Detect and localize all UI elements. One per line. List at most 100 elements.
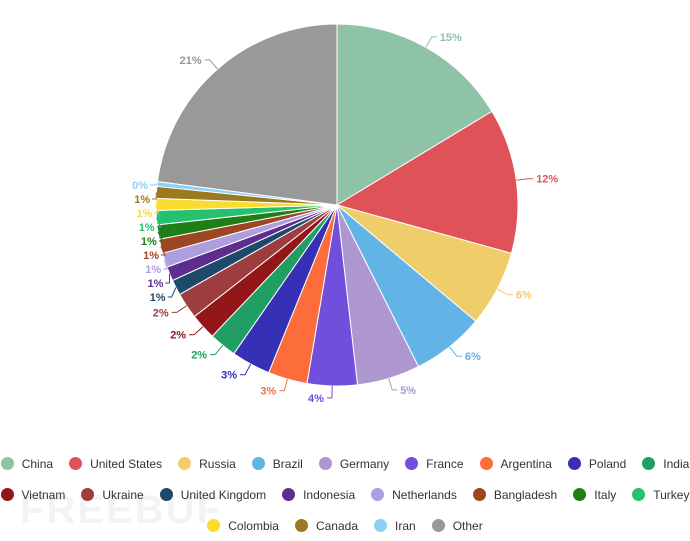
legend-swatch [573, 488, 587, 501]
slice-label-canada: 1% [134, 194, 150, 206]
leader-line-united-states [516, 178, 534, 181]
leader-line-other [204, 59, 218, 70]
legend-item-russia[interactable]: Russia [178, 457, 236, 471]
legend-swatch [294, 519, 308, 532]
legend-item-netherlands[interactable]: Netherlands [371, 488, 457, 502]
legend-label: Argentina [500, 456, 552, 471]
legend-swatch [431, 519, 445, 532]
legend-item-brazil[interactable]: Brazil [251, 457, 303, 471]
slice-label-bangladesh: 1% [143, 250, 159, 262]
legend-swatch [318, 457, 332, 470]
legend-item-united-states[interactable]: United States [69, 457, 162, 471]
leader-line-canada [152, 192, 157, 200]
legend-swatch [178, 457, 192, 470]
leader-line-poland [240, 363, 252, 376]
slice-label-argentina: 3% [260, 386, 276, 398]
legend-swatch [472, 488, 486, 501]
legend-label: China [21, 456, 54, 471]
leader-line-italy [157, 231, 164, 242]
leader-line-indonesia [165, 273, 171, 284]
legend-label: Iran [395, 518, 416, 533]
legend-item-indonesia[interactable]: Indonesia [282, 488, 355, 502]
leader-line-france [326, 385, 333, 399]
slice-labels: 15%12%6%6%5%4%3%3%2%2%2%1%1%1%1%1%1%1%1%… [132, 32, 558, 405]
legend-item-argentina[interactable]: Argentina [479, 456, 552, 471]
legend-swatch [207, 519, 221, 532]
leader-line-india [210, 344, 224, 356]
slice-label-brazil: 6% [465, 351, 481, 363]
legend-label: Colombia [228, 518, 279, 533]
slice-label-vietnam: 2% [170, 330, 186, 342]
leader-line-russia [496, 288, 513, 296]
legend-item-india[interactable]: India [642, 457, 689, 471]
legend-swatch [642, 457, 656, 470]
legend-label: Germany [339, 456, 390, 471]
label-leaders [150, 36, 534, 399]
legend-swatch [0, 457, 14, 470]
legend-item-france[interactable]: France [405, 456, 464, 471]
leader-line-vietnam [189, 326, 204, 336]
pie-slice-china [336, 23, 493, 206]
slice-label-france: 4% [308, 393, 324, 405]
legend-item-other[interactable]: Other [431, 519, 483, 533]
legend-label: Russia [199, 456, 236, 471]
legend-item-iran[interactable]: Iran [374, 519, 416, 533]
legend-label: Ukraine [102, 487, 144, 502]
leader-line-ukraine [171, 305, 187, 313]
legend-item-bangladesh[interactable]: Bangladesh [472, 487, 558, 502]
pie-slice-other [156, 23, 338, 206]
legend-swatch [81, 488, 95, 501]
slice-label-germany: 5% [400, 385, 416, 397]
legend-label: Indonesia [303, 487, 356, 502]
leader-line-bangladesh [160, 246, 166, 256]
slice-label-russia: 6% [516, 290, 532, 302]
slice-label-other: 21% [180, 55, 202, 67]
leader-line-netherlands [163, 260, 168, 270]
legend-item-italy[interactable]: Italy [573, 488, 616, 502]
leader-line-germany [388, 378, 398, 391]
legend-swatch [159, 488, 173, 501]
slice-label-italy: 1% [141, 236, 157, 248]
legend-item-china[interactable]: China [0, 456, 54, 471]
legend-item-united-kingdom[interactable]: United Kingdom [159, 487, 267, 502]
legend-row: Vietnam Ukraine United Kingdom Indonesia Net… [0, 479, 690, 510]
legend-item-colombia[interactable]: Colombia [207, 519, 279, 533]
legend-label: Netherlands [392, 487, 457, 502]
legend-swatch [371, 488, 385, 501]
legend-label: India [663, 456, 690, 471]
legend-swatch [632, 488, 646, 501]
slice-label-indonesia: 1% [147, 278, 163, 290]
legend-label: Turkey [653, 487, 690, 502]
legend-label: United Kingdom [180, 487, 267, 502]
slice-label-united-states: 12% [536, 174, 558, 186]
leader-line-colombia [154, 204, 160, 214]
legend-item-poland[interactable]: Poland [567, 456, 627, 471]
pie-slices [155, 23, 519, 387]
legend-item-ukraine[interactable]: Ukraine [81, 487, 144, 502]
slice-label-ukraine: 2% [153, 307, 169, 319]
legend-swatch [251, 457, 265, 470]
legend-label: Canada [315, 518, 359, 533]
legend-row: China United States Russia Brazil Germany Fra… [0, 448, 690, 479]
legend-swatch [567, 457, 581, 470]
legend-label: Poland [588, 456, 627, 471]
legend-item-vietnam[interactable]: Vietnam [0, 488, 65, 502]
legend-label: Bangladesh [493, 487, 558, 502]
slice-label-united-kingdom: 1% [150, 292, 166, 304]
legend-item-turkey[interactable]: Turkey [632, 488, 689, 502]
legend-label: France [426, 456, 464, 471]
legend-swatch [282, 488, 296, 501]
leader-line-china [425, 36, 437, 48]
slice-label-colombia: 1% [136, 208, 152, 220]
leader-line-united-kingdom [167, 287, 177, 298]
legend-swatch [69, 457, 83, 470]
legend-swatch [0, 488, 14, 501]
slice-label-iran: 0% [132, 180, 148, 192]
legend-item-canada[interactable]: Canada [294, 518, 359, 533]
slice-label-turkey: 1% [139, 222, 155, 234]
leader-line-argentina [279, 378, 288, 392]
legend: China United States Russia Brazil Germany Fra… [0, 448, 690, 541]
legend-item-germany[interactable]: Germany [318, 456, 390, 471]
legend-swatch [405, 457, 419, 470]
